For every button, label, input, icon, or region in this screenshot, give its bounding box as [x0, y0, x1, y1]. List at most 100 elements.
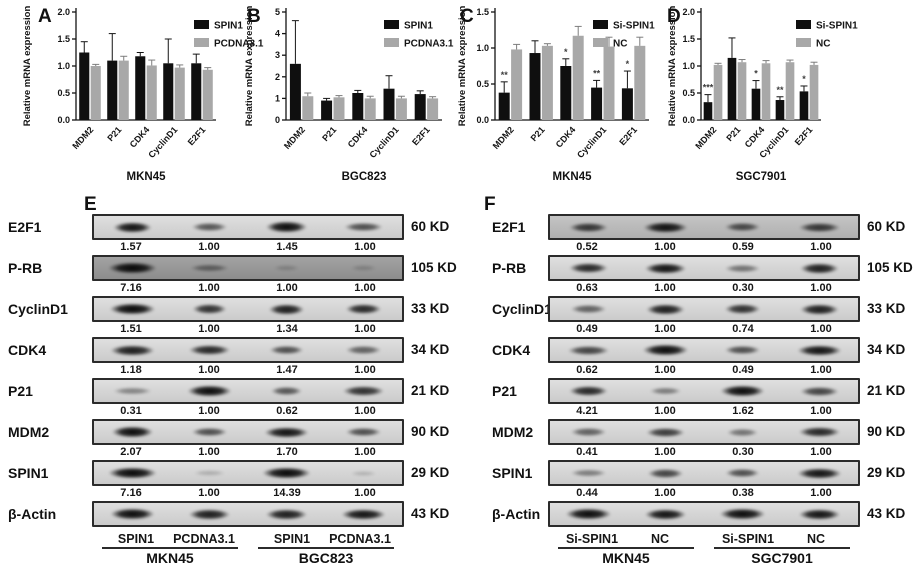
blot-band	[644, 386, 687, 396]
chart-panel-A: A 0.0 0.5 1.0 1.5 2.0 Relative mRNA expression…	[16, 0, 264, 192]
bar-D-P21-Si-SPIN1	[727, 57, 737, 120]
ratio-row-CDK4: 0.62 1.00 0.49 1.00	[548, 363, 860, 376]
panel-letter-A: A	[38, 6, 52, 27]
x-tick-label: E2F1	[410, 125, 432, 148]
ratio-value: 1.00	[810, 240, 832, 253]
x-tick-label: CDK4	[128, 125, 152, 150]
y-tick-labels-C: 0.0 0.5 1.0 1.5	[476, 7, 489, 125]
lane-label: Si-SPIN1	[721, 532, 775, 546]
ratio-value: 1.57	[120, 240, 142, 253]
ratio-value: 1.00	[354, 322, 376, 335]
ratio-value: 1.00	[198, 363, 220, 376]
blot-band	[338, 302, 389, 316]
bar-C-E2F1-NC	[634, 45, 646, 121]
bar-A-CDK4-SPIN1	[135, 56, 146, 120]
ratio-row-E2F1: 1.57 1.00 1.45 1.00	[92, 240, 404, 253]
blot-band	[336, 221, 391, 233]
x-tick-label: MDM2	[282, 125, 307, 151]
significance-marker: *	[802, 74, 806, 84]
protein-label: MDM2	[492, 424, 534, 440]
blot-band	[563, 303, 614, 315]
ratio-row-SPIN1: 0.44 1.00 0.38 1.00	[548, 486, 860, 499]
ratio-row-MDM2: 0.41 1.00 0.30 1.00	[548, 445, 860, 458]
protein-label: CDK4	[492, 342, 531, 358]
blot-band	[258, 506, 315, 522]
cell-line-title-D: SGC7901	[736, 171, 787, 183]
blot-band	[635, 219, 696, 235]
blot-strip-CDK4	[548, 337, 860, 363]
cell-line-label: SGC7901	[751, 550, 813, 566]
legend-label-NC: NC	[613, 39, 627, 50]
legend-label-PCDNA3.1: PCDNA3.1	[404, 39, 454, 50]
blot-band	[712, 383, 773, 399]
bar-D-CyclinD1-NC	[785, 62, 795, 120]
legend-swatch-SPIN1	[194, 20, 209, 29]
blot-band	[563, 468, 614, 478]
lane-groups-F: Si-SPIN1 NC MKN45 Si-SPIN1 NC SGC7901	[548, 532, 860, 566]
x-tick-label: CyclinD1	[575, 125, 608, 160]
bar-B-E2F1-SPIN1	[414, 94, 426, 120]
legend-swatch-Si-SPIN1	[593, 20, 608, 29]
ratio-value: 1.00	[810, 445, 832, 458]
blot-band	[188, 469, 231, 477]
blot-band	[717, 262, 768, 274]
blot-band	[345, 469, 382, 477]
bar-A-MDM2-SPIN1	[79, 52, 90, 120]
blot-band	[637, 506, 694, 522]
molecular-weight-label: 29 KD	[867, 465, 906, 480]
bars-D: *******	[703, 37, 819, 120]
protein-label: CDK4	[8, 342, 47, 358]
bar-A-P21-SPIN1	[107, 60, 118, 120]
protein-label: CyclinD1	[492, 301, 552, 317]
blot-rows-E: E2F1 1.57 1.00 1.45 1.00 60 KD P-RB 7.16 1.00 1.0…	[0, 192, 458, 529]
legend-label-PCDNA3.1: PCDNA3.1	[214, 39, 264, 50]
chart-panel-C: C 0.0 0.5 1.0 1.5 Relative mRNA expression MDM…	[451, 0, 661, 192]
blot-band	[265, 385, 308, 397]
blot-row-CDK4: CDK4 0.62 1.00 0.49 1.00 34 KD	[458, 337, 922, 376]
ratio-row-E2F1: 0.52 1.00 0.59 1.00	[548, 240, 860, 253]
blot-band	[182, 263, 237, 273]
svg-text:0.0: 0.0	[57, 115, 70, 125]
blot-band	[268, 264, 305, 272]
bar-D-CDK4-NC	[761, 63, 771, 120]
protein-label: β-Actin	[8, 506, 57, 522]
bar-B-E2F1-PCDNA3.1	[427, 98, 439, 120]
ratio-value: 1.00	[198, 322, 220, 335]
blot-rows-F: E2F1 0.52 1.00 0.59 1.00 60 KD P-RB 0.63 1.00 0.3…	[458, 192, 922, 529]
bar-C-CyclinD1-NC	[603, 46, 615, 121]
blot-row-CyclinD1: CyclinD1 1.51 1.00 1.34 1.00 33 KD	[0, 296, 458, 335]
bar-A-MDM2-PCDNA3.1	[90, 66, 101, 120]
blot-row-P-RB: P-RB 7.16 1.00 1.00 1.00 105 KD	[0, 255, 458, 294]
significance-marker: *	[626, 59, 630, 69]
svg-text:0.5: 0.5	[57, 88, 70, 98]
ratio-value: 0.41	[576, 445, 598, 458]
svg-text:5: 5	[275, 7, 280, 17]
blot-band	[345, 264, 382, 272]
bar-A-CDK4-PCDNA3.1	[146, 65, 157, 120]
blot-band	[333, 506, 394, 522]
blot-band	[717, 344, 768, 356]
blot-row-MDM2: MDM2 0.41 1.00 0.30 1.00 90 KD	[458, 419, 922, 458]
ratio-value: 1.51	[120, 322, 142, 335]
bar-D-E2F1-Si-SPIN1	[799, 91, 809, 120]
blot-band	[721, 426, 764, 438]
blot-row-E2F1: E2F1 1.57 1.00 1.45 1.00 60 KD	[0, 214, 458, 253]
ratio-value: 1.00	[810, 281, 832, 294]
molecular-weight-label: 90 KD	[867, 424, 906, 439]
molecular-weight-label: 43 KD	[411, 506, 450, 521]
lane-label: NC	[806, 532, 826, 546]
ratio-value: 1.00	[354, 404, 376, 417]
svg-text:2.0: 2.0	[57, 7, 70, 17]
ratio-row-β-Actin	[548, 527, 860, 529]
cell-line-label: MKN45	[602, 550, 650, 566]
y-axis-label-D: Relative mRNA expression	[667, 6, 678, 127]
ratio-value: 0.62	[576, 363, 598, 376]
blot-band	[256, 424, 317, 440]
blot-band	[100, 301, 165, 317]
blot-row-SPIN1: SPIN1 0.44 1.00 0.38 1.00 29 KD	[458, 460, 922, 499]
molecular-weight-label: 105 KD	[411, 260, 457, 275]
protein-label: P21	[8, 383, 33, 399]
blot-row-β-Actin: β-Actin 43 KD	[0, 501, 458, 529]
protein-label: β-Actin	[492, 506, 541, 522]
bar-B-CDK4-SPIN1	[352, 93, 364, 120]
